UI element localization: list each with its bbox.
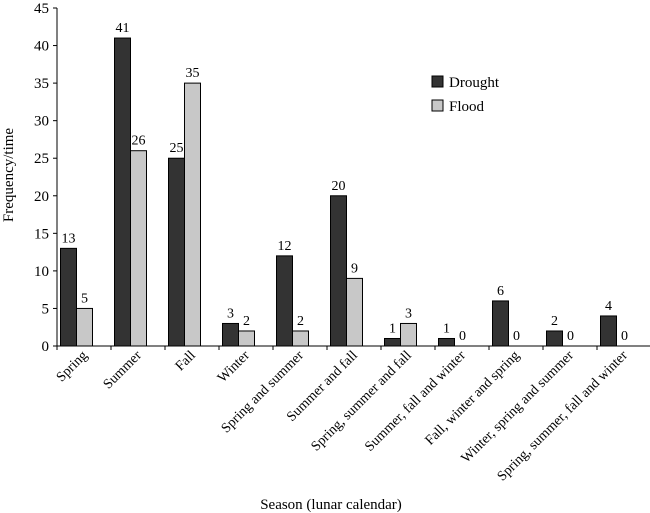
data-label-drought: 12 [278, 239, 292, 254]
data-label-flood: 0 [567, 329, 574, 344]
x-category-label: Fall, winter and spring [423, 348, 523, 448]
y-tick-label: 40 [34, 39, 49, 55]
y-tick-label: 20 [34, 189, 49, 205]
bar-drought [600, 315, 617, 347]
bar-flood [400, 322, 417, 347]
bar-drought [222, 322, 239, 347]
data-label-flood: 0 [459, 329, 466, 344]
x-category-label: Winter [215, 348, 253, 386]
x-axis-title: Season (lunar calendar) [260, 497, 402, 513]
data-label-drought: 6 [497, 284, 504, 299]
plot-area: 051015202530354045135Spring4126Summer253… [34, 1, 650, 484]
data-label-flood: 0 [513, 329, 520, 344]
bar-flood [238, 330, 255, 347]
data-label-drought: 1 [443, 321, 450, 336]
data-label-drought: 13 [62, 231, 76, 246]
y-tick-label: 10 [34, 264, 49, 280]
bar-flood [346, 277, 363, 347]
data-label-flood: 35 [186, 66, 200, 81]
y-tick-label: 45 [34, 1, 49, 17]
data-label-drought: 41 [116, 21, 130, 36]
y-axis-title: Frequency/time [1, 128, 17, 222]
x-category-label: Summer [101, 348, 145, 392]
bar-drought [330, 195, 347, 347]
bar-flood [130, 150, 147, 347]
y-tick-label: 25 [34, 151, 49, 167]
y-tick-label: 15 [34, 226, 49, 242]
bar-drought [438, 337, 455, 347]
y-tick-label: 35 [34, 76, 49, 92]
bar-drought [384, 337, 401, 347]
bar-drought [114, 37, 131, 347]
bar-drought [60, 247, 77, 347]
y-tick-label: 5 [42, 301, 50, 317]
y-tick-label: 30 [34, 114, 49, 130]
legend-label-drought: Drought [449, 75, 500, 91]
legend-label-flood: Flood [449, 99, 485, 115]
bar-flood [292, 330, 309, 347]
data-label-drought: 4 [605, 299, 612, 314]
data-label-flood: 3 [405, 306, 412, 321]
x-category-label: Fall [173, 348, 199, 374]
x-category-label: Summer, fall and winter [362, 348, 469, 455]
data-label-drought: 25 [170, 141, 184, 156]
x-category-label: Spring [54, 348, 91, 385]
data-label-flood: 5 [81, 291, 88, 306]
data-label-flood: 2 [297, 314, 304, 329]
data-label-flood: 9 [351, 261, 358, 276]
legend: Drought Flood [431, 75, 500, 115]
bar-drought [276, 255, 293, 347]
data-label-drought: 2 [551, 314, 558, 329]
bar-flood [184, 82, 201, 347]
x-category-label: Spring, summer and fall [309, 348, 415, 454]
data-label-flood: 2 [243, 314, 250, 329]
bar-drought [492, 300, 509, 347]
data-label-drought: 20 [332, 179, 346, 194]
legend-swatch-drought [431, 75, 444, 88]
bar-drought [546, 330, 563, 347]
legend-swatch-flood [431, 99, 444, 112]
x-category-label: Winter, spring and summer [459, 348, 577, 466]
bar-flood [76, 307, 93, 347]
data-label-flood: 0 [621, 329, 628, 344]
data-label-drought: 3 [227, 306, 234, 321]
y-tick-label: 0 [42, 339, 50, 355]
data-label-drought: 1 [389, 321, 396, 336]
bar-drought [168, 157, 185, 347]
data-label-flood: 26 [132, 134, 146, 149]
